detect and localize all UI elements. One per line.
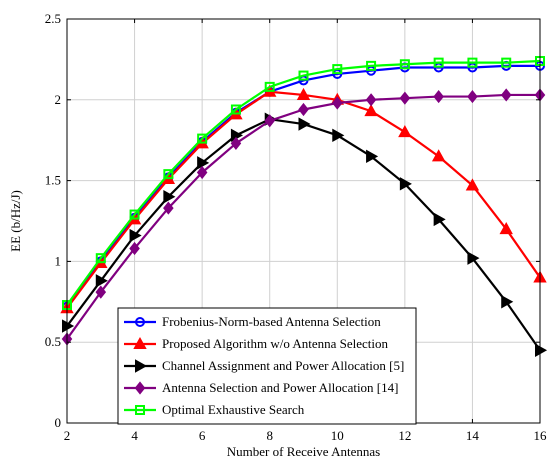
x-tick-label: 12 [398, 428, 411, 443]
data-point [399, 91, 411, 105]
data-point [95, 274, 108, 288]
x-tick-label: 14 [466, 428, 480, 443]
data-point [467, 251, 480, 265]
data-point [129, 209, 140, 220]
y-axis-title: EE (b/Hz/J) [8, 190, 23, 252]
data-point [298, 102, 309, 117]
legend-item: Antenna Selection and Power Allocation [… [124, 380, 398, 395]
ticks: 2 4 6 8 10 12 14 16 0 0.5 1 1.5 2 2.5 [45, 11, 547, 443]
x-tick-label: 2 [64, 428, 71, 443]
x-tick-label: 8 [266, 428, 273, 443]
y-tick-label: 1 [55, 253, 62, 268]
x-tick-label: 4 [131, 428, 138, 443]
x-tick-label: 10 [331, 428, 344, 443]
legend-label: Optimal Exhaustive Search [162, 402, 305, 417]
data-point [298, 70, 309, 81]
data-point [197, 156, 210, 170]
data-point [398, 125, 412, 138]
data-point [163, 190, 176, 204]
data-point [431, 149, 446, 162]
data-point [501, 57, 512, 68]
legend-item: Channel Assignment and Power Allocation … [124, 358, 404, 373]
data-point [433, 212, 446, 227]
y-tick-label: 2 [55, 92, 62, 107]
x-tick-label: 6 [199, 428, 206, 443]
data-point [399, 177, 412, 191]
series-line [66, 59, 541, 306]
legend-item: Optimal Exhaustive Search [124, 402, 305, 417]
x-tick-label: 16 [534, 428, 548, 443]
data-point [365, 93, 377, 107]
data-point [501, 295, 514, 309]
y-tick-label: 2.5 [45, 11, 61, 26]
y-tick-label: 0 [55, 415, 62, 430]
legend-item: Proposed Algorithm w/o Antenna Selection [124, 336, 389, 351]
data-point [95, 253, 106, 264]
data-point [163, 201, 174, 215]
series-layer [60, 56, 548, 357]
legend-label: Antenna Selection and Power Allocation [… [162, 380, 398, 395]
legend-label: Channel Assignment and Power Allocation … [162, 358, 404, 373]
data-point [364, 104, 378, 117]
legend: Frobenius-Norm-based Antenna Selection Pr… [117, 307, 417, 425]
data-point [399, 59, 410, 70]
data-point [163, 169, 174, 180]
data-point [296, 87, 311, 100]
data-point [499, 222, 513, 235]
data-point [264, 114, 275, 128]
legend-marker [135, 317, 145, 327]
data-point [129, 241, 140, 256]
data-point [467, 57, 478, 68]
data-point [197, 133, 208, 144]
data-point [298, 117, 311, 131]
data-point [95, 285, 107, 299]
data-point [500, 88, 512, 102]
data-point [332, 64, 343, 75]
y-tick-label: 1.5 [45, 173, 61, 188]
legend-label: Frobenius-Norm-based Antenna Selection [162, 314, 381, 329]
data-point [366, 60, 377, 71]
data-point [129, 228, 142, 243]
data-point [230, 104, 241, 115]
data-point [196, 165, 208, 180]
legend-marker [135, 359, 148, 373]
legend-marker [133, 336, 147, 349]
data-point [467, 89, 478, 104]
data-point [433, 57, 444, 68]
data-point [433, 89, 444, 104]
legend-box [117, 307, 417, 425]
legend-marker [134, 381, 146, 395]
legend-item: Frobenius-Norm-based Antenna Selection [124, 314, 381, 329]
data-point [366, 149, 379, 164]
data-point [230, 136, 242, 151]
data-point [465, 178, 480, 191]
legend-marker [135, 405, 145, 415]
data-point [332, 96, 343, 110]
x-axis-title: Number of Receive Antennas [227, 444, 380, 459]
legend-label: Proposed Algorithm w/o Antenna Selection [162, 336, 389, 351]
data-point [332, 128, 345, 143]
y-tick-label: 0.5 [45, 334, 61, 349]
data-point [264, 81, 275, 92]
